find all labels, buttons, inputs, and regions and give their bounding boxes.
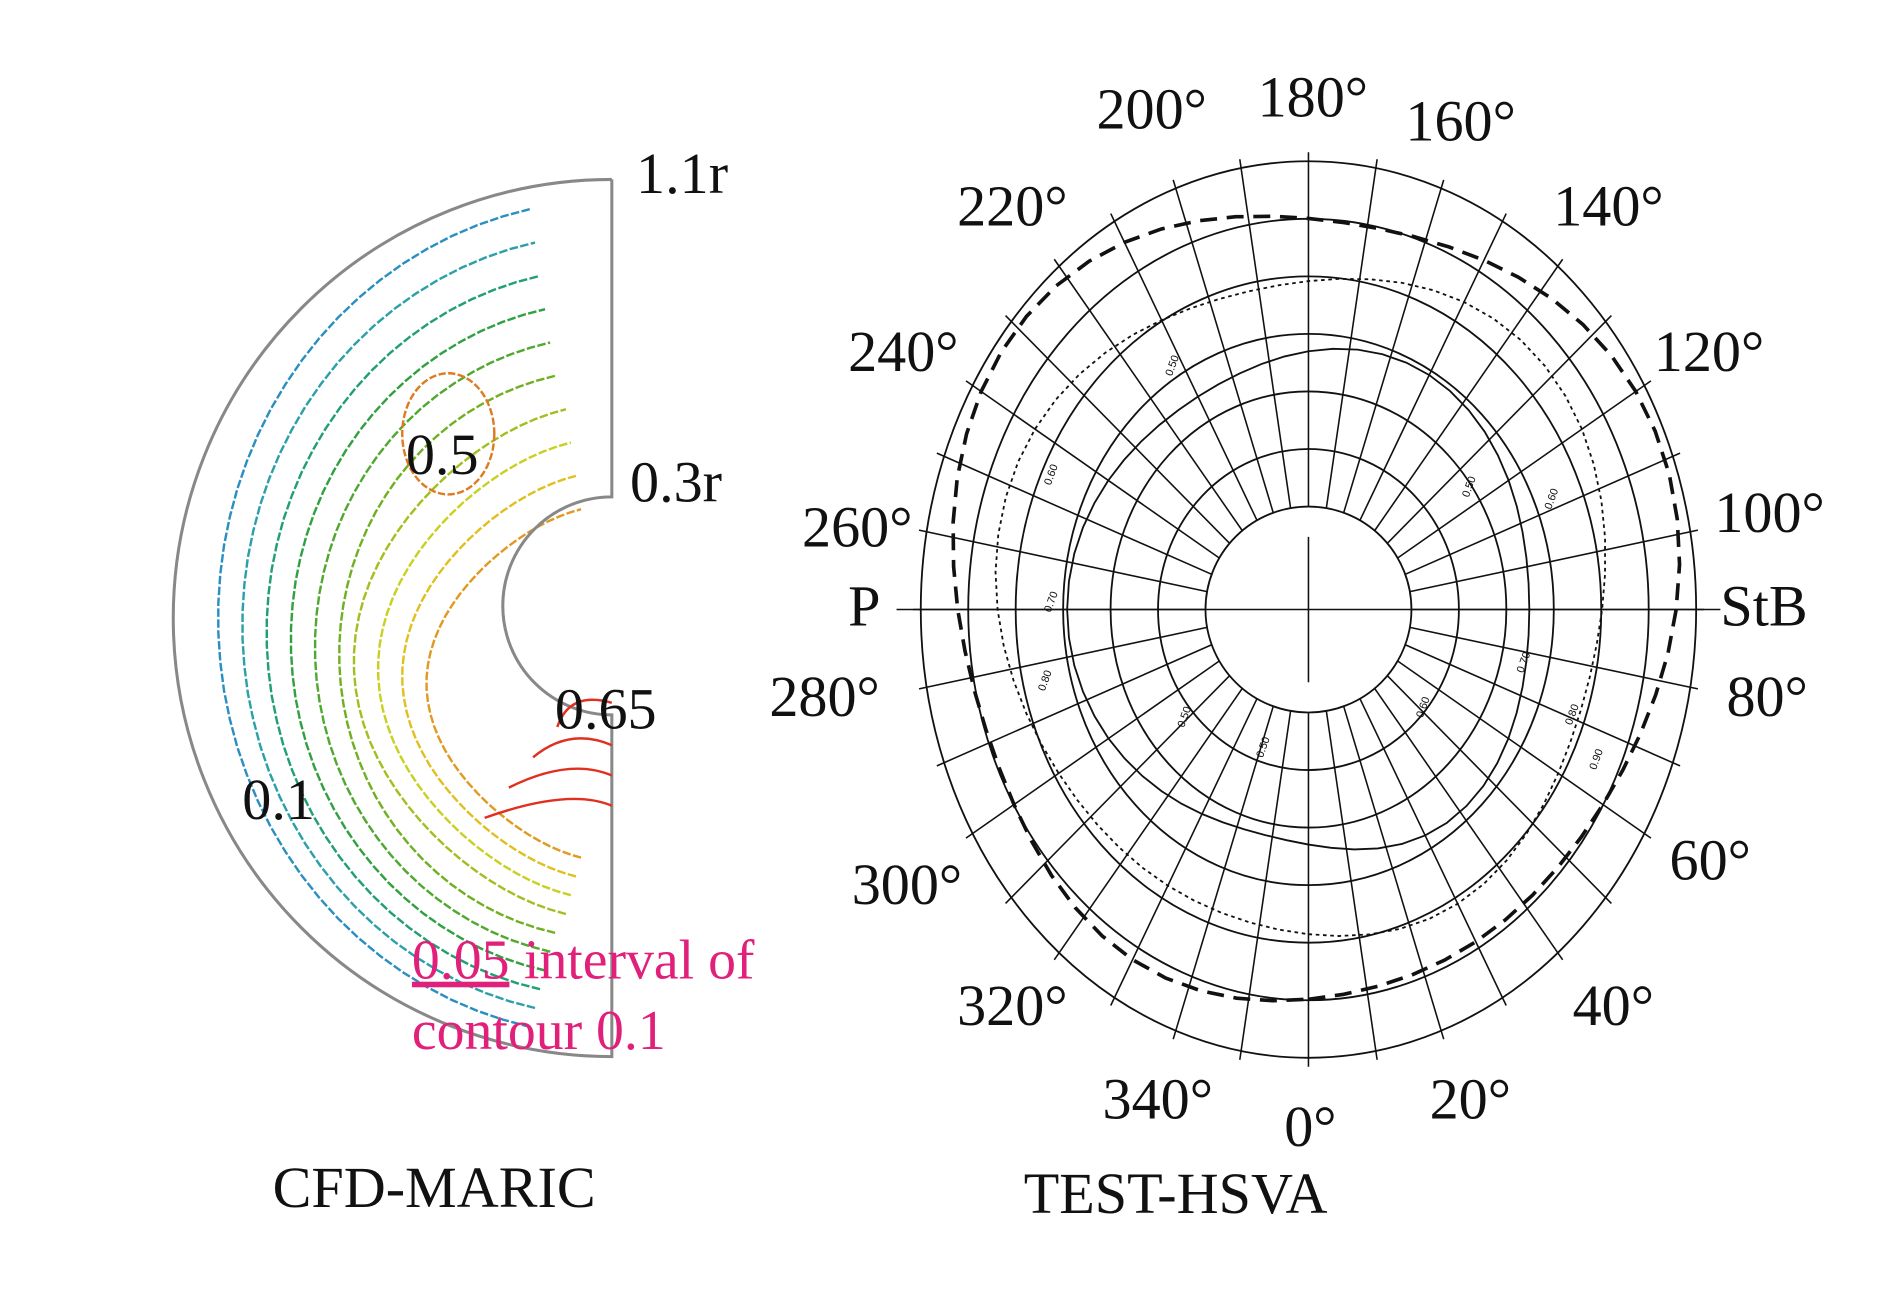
angle-label: 200° xyxy=(1096,77,1206,142)
angle-label: 160° xyxy=(1405,89,1515,154)
radial-line xyxy=(936,452,1213,576)
note: 0.05 interval of xyxy=(412,930,755,992)
radial-line xyxy=(1172,706,1274,1040)
radial-line xyxy=(1004,675,1231,904)
radial-line xyxy=(1172,179,1274,513)
radial-line xyxy=(965,660,1220,839)
contour-line xyxy=(352,408,567,916)
radial-line xyxy=(1110,698,1258,1006)
note-value: 0.05 xyxy=(412,930,510,992)
contour-label: 0.5 xyxy=(406,422,479,487)
angle-label: 260° xyxy=(802,495,912,560)
contour-line xyxy=(217,207,531,1029)
contour-label: 0.65 xyxy=(555,676,657,741)
contour-line xyxy=(338,374,556,935)
radial-line xyxy=(1397,660,1652,839)
radial-line xyxy=(1110,213,1258,521)
radius-label: 1.1r xyxy=(636,141,728,206)
radial-line xyxy=(1409,529,1699,593)
wake-curve xyxy=(994,277,1606,937)
contour-label: 0.70 xyxy=(1515,650,1534,674)
radius-label: 0.3r xyxy=(630,450,722,515)
radial-line xyxy=(1239,159,1292,509)
contour-line xyxy=(377,441,572,897)
contour-line xyxy=(265,274,541,991)
angle-label: 80° xyxy=(1726,664,1807,729)
radial-line xyxy=(1325,159,1378,509)
side-label: StB xyxy=(1720,573,1807,638)
cfd-panel: 1.1r 0.3r 0.5 0.65 0.1 0.05 interval of c… xyxy=(171,141,755,1220)
note-text: interval of xyxy=(524,930,755,992)
contour-lines xyxy=(217,207,582,1029)
contour-label: 0.50 xyxy=(1175,705,1194,729)
contour-label: 0.70 xyxy=(1042,590,1061,614)
contour-line xyxy=(313,341,551,953)
contour-label: 0.90 xyxy=(1587,747,1606,771)
note: contour 0.1 xyxy=(412,1000,666,1062)
contour-label: 0.80 xyxy=(1563,703,1582,727)
contour-label: 0.50 xyxy=(1460,475,1479,499)
contour-line xyxy=(401,474,577,878)
contour-line xyxy=(289,308,546,972)
contour-0-5 xyxy=(401,372,496,496)
angle-label: 60° xyxy=(1670,828,1751,893)
angle-label: 20° xyxy=(1430,1066,1511,1131)
panel-title: CFD-MARIC xyxy=(273,1155,596,1220)
radial-line xyxy=(965,380,1220,559)
radial-line xyxy=(1397,380,1652,559)
angle-label: 0° xyxy=(1284,1094,1336,1159)
angle-label: 240° xyxy=(848,319,958,384)
angle-label: 320° xyxy=(957,973,1067,1038)
angle-label: 180° xyxy=(1258,64,1368,129)
contour-label: 0.50 xyxy=(1254,735,1273,759)
radial-line xyxy=(1409,626,1699,690)
radial-line xyxy=(1053,258,1243,532)
polar-grid xyxy=(896,152,1721,1067)
radial-line xyxy=(1325,710,1378,1060)
contour-high xyxy=(484,698,613,820)
wake-curve xyxy=(951,214,1682,1003)
radial-line xyxy=(1359,213,1507,521)
radial-line xyxy=(1374,687,1564,961)
radial-line xyxy=(1053,687,1243,961)
radial-line xyxy=(1404,452,1681,576)
angle-label: 140° xyxy=(1553,173,1663,238)
contour-line xyxy=(425,508,582,859)
radial-line xyxy=(1374,258,1564,532)
angle-label: 120° xyxy=(1654,319,1764,384)
radial-line xyxy=(1342,706,1445,1040)
contour-label: 0.50 xyxy=(1163,354,1182,378)
contour-label: 0.1 xyxy=(242,767,315,832)
side-label: P xyxy=(848,573,880,638)
angle-label: 220° xyxy=(957,173,1067,238)
wake-curve xyxy=(1066,347,1531,851)
contour-line xyxy=(241,241,536,1010)
radial-line xyxy=(1359,698,1507,1006)
contour-label: 0.80 xyxy=(1036,669,1055,693)
radial-line xyxy=(918,626,1208,690)
angle-label: 340° xyxy=(1103,1066,1213,1131)
radial-line xyxy=(1342,179,1445,513)
angle-label: 100° xyxy=(1714,480,1824,545)
radial-line xyxy=(1386,315,1612,544)
radial-line xyxy=(918,529,1208,593)
radial-line xyxy=(1386,675,1612,904)
radial-line xyxy=(1004,315,1231,544)
panel-title: TEST-HSVA xyxy=(1024,1161,1328,1226)
test-panel: TEST-HSVA 180° 200° 160° 220° 140° 240° 120° 26… xyxy=(769,64,1824,1225)
domain-boundary xyxy=(171,177,614,1059)
contour-label: 0.60 xyxy=(1414,695,1433,719)
radial-line xyxy=(936,644,1213,767)
angle-label: 300° xyxy=(852,852,962,917)
angle-label: 280° xyxy=(769,664,879,729)
radial-line xyxy=(1239,710,1292,1060)
angle-label: 40° xyxy=(1573,973,1654,1038)
